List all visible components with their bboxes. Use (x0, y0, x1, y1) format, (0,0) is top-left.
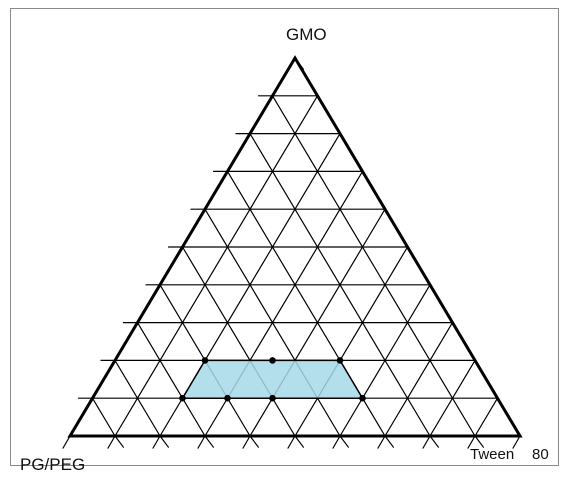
vertex-label-top: GMO (286, 25, 327, 44)
data-point-6 (269, 394, 276, 402)
tick-bottom-edge-6 (332, 435, 341, 449)
tick-right-edge-6 (249, 435, 259, 448)
grid-line-tween-5 (294, 246, 409, 437)
triangle-outline-layer (67, 55, 523, 438)
grid-line-pgpeg-8 (114, 359, 161, 437)
grid-line-pgpeg-9 (91, 397, 116, 437)
vertex-label-left: PG/PEG (20, 455, 85, 474)
region-layer (181, 359, 364, 399)
data-point-5 (224, 394, 231, 402)
grid-line-tween-9 (474, 397, 499, 437)
vertex-label-right-part-2: 80 (532, 446, 549, 463)
tick-bottom-edge-9 (467, 435, 476, 449)
tick-right-edge-4 (339, 435, 349, 448)
figure-frame (10, 8, 559, 466)
tick-bottom-edge-5 (287, 435, 296, 449)
tick-bottom-edge-2 (152, 435, 161, 449)
data-point-1 (201, 357, 209, 364)
data-point-7 (359, 394, 366, 402)
tick-vertex-left (62, 435, 71, 449)
data-point-2 (269, 357, 276, 364)
tick-right-edge-1 (474, 435, 484, 448)
tick-bottom-edge-8 (422, 435, 431, 449)
grid-line-pgpeg-1 (271, 95, 476, 437)
tick-right-edge-2 (429, 435, 439, 448)
grid-line-pgpeg-2 (249, 133, 431, 437)
tick-bottom-edge-1 (107, 435, 116, 449)
tick-vertex-right (512, 435, 521, 449)
data-point-3 (336, 357, 344, 364)
tick-bottom-edge-3 (197, 435, 206, 449)
grid-lines (91, 95, 499, 437)
tick-right-edge-9 (114, 435, 125, 448)
data-point-4 (179, 394, 186, 402)
tick-bottom-edge-4 (242, 435, 251, 449)
composition-region (181, 359, 364, 399)
tick-bottom-edge-7 (377, 435, 386, 449)
tick-marks (62, 57, 521, 449)
grid-line-pgpeg-5 (181, 246, 296, 437)
tick-right-edge-3 (384, 435, 394, 448)
grid-line-tween-1 (114, 95, 319, 437)
tick-right-edge-7 (204, 435, 214, 448)
tick-right-edge-8 (159, 435, 169, 448)
vertex-label-right-part-1: Tween (470, 446, 514, 463)
triangle-outline (67, 55, 523, 438)
tick-right-edge-5 (294, 435, 304, 448)
data-points (179, 357, 366, 402)
grid-line-pgpeg-7 (136, 322, 206, 437)
grid-line-tween-7 (384, 322, 454, 437)
